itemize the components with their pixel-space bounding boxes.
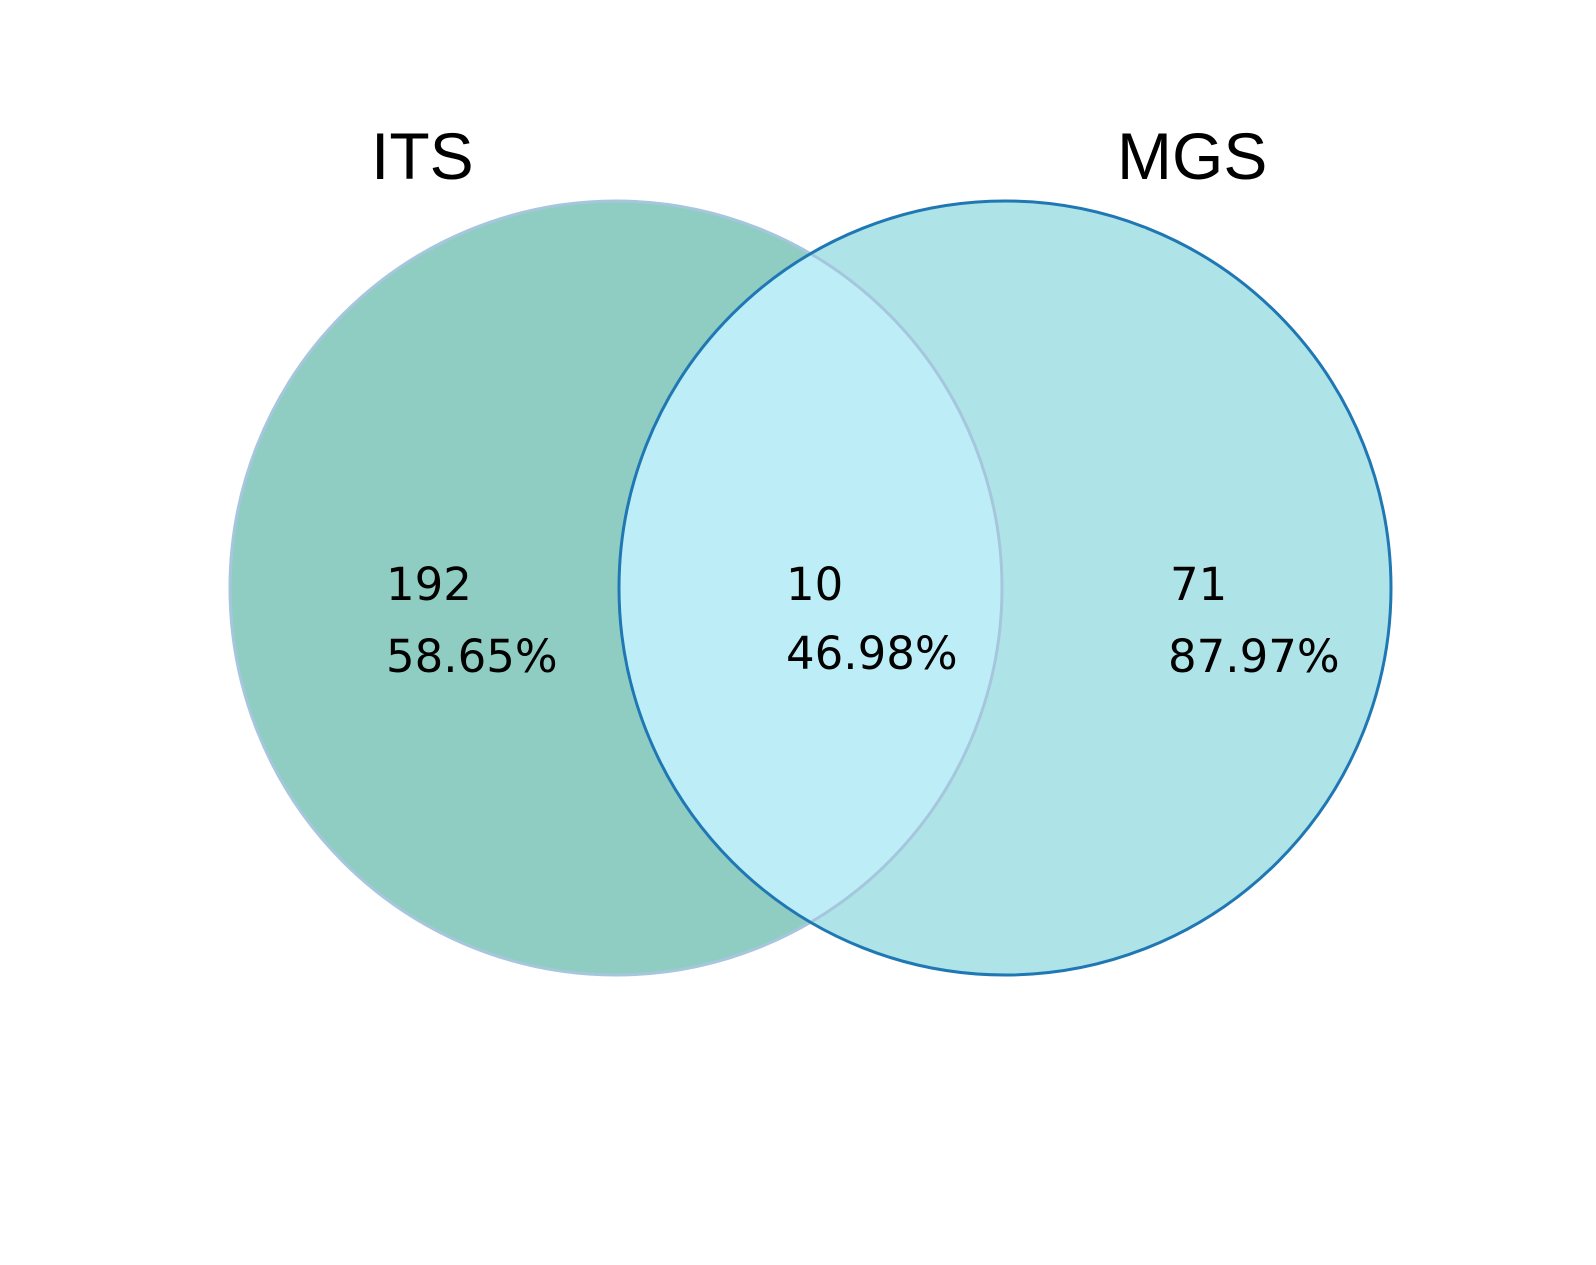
mgs-only-count: 71 [1170, 558, 1227, 611]
its-label: ITS [371, 119, 474, 193]
shared-percent: 46.98% [786, 627, 958, 680]
shared-count: 10 [786, 558, 843, 611]
mgs-label: MGS [1117, 119, 1267, 193]
intersection-region [619, 201, 1002, 975]
mgs-only-percent: 87.97% [1168, 630, 1340, 683]
its-circle-outline [228, 199, 1004, 977]
its-only-count: 192 [386, 558, 472, 611]
mgs-circle-outline [617, 199, 1393, 977]
its-only-percent: 58.65% [386, 630, 558, 683]
